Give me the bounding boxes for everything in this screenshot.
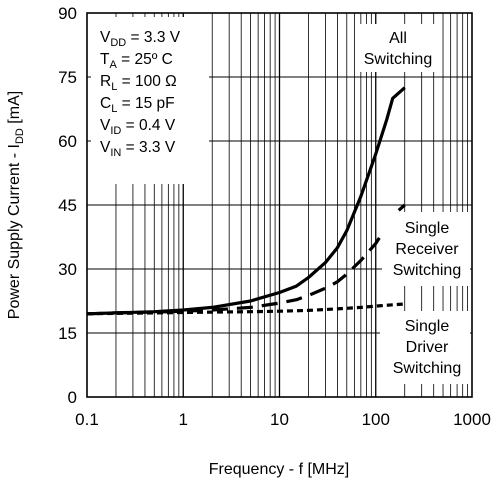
condition-line: RL = 100 Ω xyxy=(100,73,177,93)
series-labels: All Switching Single Receiver Switching Singl… xyxy=(364,30,461,377)
driver-label-bg xyxy=(380,311,470,384)
y-tick-label: 15 xyxy=(58,324,77,343)
series-line-2 xyxy=(86,302,405,316)
x-tick-label: 100 xyxy=(362,410,390,429)
series-label-line: Switching xyxy=(393,360,461,377)
y-tick-label: 60 xyxy=(58,132,77,151)
series-label-line: Switching xyxy=(364,51,432,68)
receiver-label-bg xyxy=(382,212,470,286)
series-label-line: Switching xyxy=(393,262,461,279)
plot-frame xyxy=(86,12,473,398)
condition-line: VIN = 3.3 V xyxy=(100,139,176,159)
x-axis-title: Frequency - f [MHz] xyxy=(209,461,349,478)
condition-line: VDD = 3.3 V xyxy=(100,29,181,49)
y-axis-title-prefix: Power Supply Current - I xyxy=(6,144,23,319)
condition-line: VID = 0.4 V xyxy=(100,117,176,137)
y-tick-label: 45 xyxy=(58,196,77,215)
x-tick-label: 10 xyxy=(270,410,289,429)
y-tick-label: 75 xyxy=(58,68,77,87)
y-axis-title-suffix: [mA] xyxy=(6,91,23,128)
y-tick-label: 30 xyxy=(58,260,77,279)
y-axis-title-sub: DD xyxy=(14,128,26,144)
y-axis-title: Power Supply Current - IDD [mA] xyxy=(6,91,26,319)
condition-line: TA = 25º C xyxy=(100,51,173,71)
series-label-line: All xyxy=(389,30,407,47)
conditions-legend: VDD = 3.3 VTA = 25º CRL = 100 ΩCL = 15 p… xyxy=(100,29,181,159)
conditions-box xyxy=(91,17,209,184)
all-switching-label-bg xyxy=(355,24,439,72)
y-tick-label: 90 xyxy=(58,4,77,23)
condition-line: CL = 15 pF xyxy=(100,95,175,115)
series-label-line: Receiver xyxy=(395,241,459,258)
x-tick-label: 1 xyxy=(179,410,188,429)
series-label-line: Single xyxy=(405,318,450,335)
x-tick-label: 1000 xyxy=(453,410,491,429)
x-tick-label: 0.1 xyxy=(75,410,99,429)
series-line-1 xyxy=(86,203,406,316)
y-tick-label: 0 xyxy=(68,388,77,407)
series-label-line: Driver xyxy=(406,339,449,356)
series-lines xyxy=(86,86,406,316)
series-label-line: Single xyxy=(405,220,450,237)
tick-labels: 0.1 1 10 100 1000 0 15 30 45 60 75 90 xyxy=(58,4,491,429)
